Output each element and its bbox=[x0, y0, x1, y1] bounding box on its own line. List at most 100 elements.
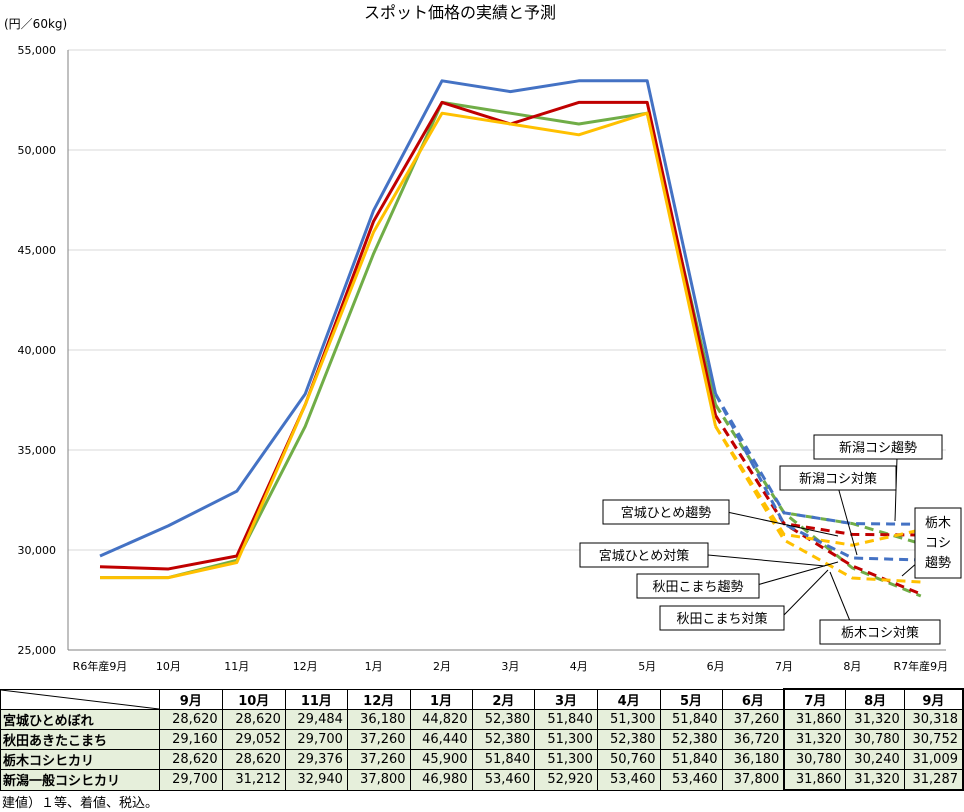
table-month-header: 1月 bbox=[409, 688, 473, 710]
table-cell: 36,180 bbox=[346, 709, 411, 730]
table-cell: 31,320 bbox=[845, 709, 905, 730]
y-unit-label: (円／60kg) bbox=[4, 17, 67, 31]
table-cell: 29,484 bbox=[284, 709, 348, 730]
table-month-header: 9月 bbox=[159, 688, 223, 710]
table-cell: 51,840 bbox=[659, 709, 723, 730]
table-cell: 46,980 bbox=[409, 769, 473, 791]
callout-text: コシ bbox=[925, 536, 951, 551]
series-line-3 bbox=[99, 79, 718, 558]
x-tick-label: 5月 bbox=[638, 660, 656, 673]
table-month-header: 7月 bbox=[783, 688, 847, 710]
table-cell: 51,300 bbox=[534, 729, 598, 750]
chart-title: スポット価格の実績と予測 bbox=[364, 3, 556, 22]
y-tick-labels: 25,000 30,000 35,000 40,000 45,000 50,000 55,0… bbox=[18, 44, 57, 657]
table-cell: 53,460 bbox=[596, 769, 661, 791]
x-tick-labels: R6年産9月 10月 11月 12月 1月 2月 3月 4月 5月 6月 7月 8月 R7年産9月 bbox=[73, 659, 948, 673]
table-month-header: 5月 bbox=[659, 688, 723, 710]
table-cell: 28,620 bbox=[159, 749, 223, 770]
table-month-header: 2月 bbox=[471, 688, 536, 710]
table-cell: 52,920 bbox=[534, 769, 598, 791]
price-chart: スポット価格の実績と予測 (円／60kg) 25,000 30,000 35,000… bbox=[4, 3, 962, 673]
callout-text: 秋田こまち対策 bbox=[676, 611, 767, 627]
callout-leader bbox=[726, 511, 839, 537]
table-month-header: 9月 bbox=[903, 688, 964, 710]
forecast-line-6 bbox=[714, 393, 921, 526]
callout-label: 宮城ひとめ趨勢 bbox=[602, 499, 730, 525]
table-body: 宮城ひとめぼれ 28,620 28,620 29,484 36,180 44,820 52,… bbox=[0, 709, 964, 791]
callout-box bbox=[602, 499, 730, 525]
callout-leaders bbox=[707, 457, 919, 622]
table-cell: 37,800 bbox=[346, 769, 411, 791]
x-tick-label: 7月 bbox=[775, 660, 793, 673]
x-tick-label: 3月 bbox=[501, 660, 519, 673]
table-cell: 52,380 bbox=[471, 729, 536, 750]
table-cell: 30,780 bbox=[845, 729, 905, 750]
table-month-header: 12月 bbox=[346, 688, 411, 710]
grid bbox=[67, 49, 946, 651]
table-cell: 30,240 bbox=[845, 749, 905, 770]
table-row-label: 宮城ひとめぼれ bbox=[0, 709, 160, 730]
x-tick-label: 11月 bbox=[224, 660, 249, 673]
callout-box bbox=[914, 507, 962, 579]
table-cell: 30,752 bbox=[903, 729, 964, 750]
series-line-2 bbox=[100, 111, 718, 580]
table-month-header: 6月 bbox=[721, 688, 785, 710]
table-cell: 53,460 bbox=[471, 769, 536, 791]
table-cell: 46,440 bbox=[409, 729, 473, 750]
series-line-1 bbox=[99, 100, 718, 571]
callout-label: 栃木コシ対策 bbox=[819, 619, 941, 645]
table-row-label: 栃木コシヒカリ bbox=[0, 749, 160, 770]
table-cell: 45,900 bbox=[409, 749, 473, 770]
callout-text: 宮城ひとめ趨勢 bbox=[621, 505, 712, 521]
callout-leader bbox=[707, 554, 826, 567]
x-tick-label: 2月 bbox=[433, 660, 451, 673]
table-cell: 52,380 bbox=[659, 729, 723, 750]
data-table: 9月 10月 11月 12月 1月 2月 3月 4月 5月 6月 7月 8月 9月 宮城ひとめぼれ 28,… bbox=[0, 688, 964, 791]
callout-text: 栃木コシ対策 bbox=[841, 625, 919, 641]
table-cell: 37,260 bbox=[346, 729, 411, 750]
y-tick-label: 30,000 bbox=[18, 544, 57, 557]
table-row-label: 新潟一般コシヒカリ bbox=[0, 769, 160, 791]
y-tick-label: 45,000 bbox=[18, 244, 57, 257]
callout-box bbox=[636, 573, 760, 599]
table-cell: 29,160 bbox=[159, 729, 223, 750]
table-month-header: 4月 bbox=[596, 688, 661, 710]
callout-leader bbox=[829, 571, 851, 622]
callout-box bbox=[659, 605, 785, 631]
table-month-header: 11月 bbox=[284, 688, 348, 710]
table-cell: 31,287 bbox=[903, 769, 964, 791]
callout-text: 新潟コシ趨勢 bbox=[839, 440, 917, 456]
x-tick-label: 4月 bbox=[570, 660, 588, 673]
x-tick-label: 8月 bbox=[843, 660, 861, 673]
table-cell: 51,300 bbox=[596, 709, 661, 730]
table-cell: 31,860 bbox=[783, 709, 847, 730]
callout-text: 栃木 bbox=[925, 516, 951, 531]
table-cell: 28,620 bbox=[221, 709, 286, 730]
callout-leader bbox=[783, 569, 829, 616]
table-cell: 36,180 bbox=[721, 749, 785, 770]
x-tick-label: 6月 bbox=[707, 660, 725, 673]
table-month-header: 3月 bbox=[534, 688, 598, 710]
callout-text: 新潟コシ対策 bbox=[799, 471, 877, 487]
x-tick-label: R7年産9月 bbox=[893, 659, 948, 673]
table-cell: 28,620 bbox=[221, 749, 286, 770]
forecast-line-5 bbox=[714, 425, 921, 584]
callout-box bbox=[779, 465, 897, 491]
table-cell: 37,260 bbox=[346, 749, 411, 770]
table-header-row: 9月 10月 11月 12月 1月 2月 3月 4月 5月 6月 7月 8月 9月 bbox=[0, 688, 964, 710]
table-row: 秋田あきたこまち 29,160 29,052 29,700 37,260 46,440 52… bbox=[0, 729, 964, 750]
table-cell: 28,620 bbox=[159, 709, 223, 730]
table-row: 宮城ひとめぼれ 28,620 28,620 29,484 36,180 44,820 52,… bbox=[0, 709, 964, 730]
series-lines bbox=[99, 79, 718, 580]
table-cell: 52,380 bbox=[471, 709, 536, 730]
callout-text: 宮城ひとめ対策 bbox=[599, 548, 690, 564]
callout-leader bbox=[837, 486, 858, 556]
callouts: 新潟コシ趨勢新潟コシ対策宮城ひとめ趨勢宮城ひとめ対策秋田こまち趨勢秋田こまち対策… bbox=[579, 434, 962, 645]
callout-text: 秋田こまち趨勢 bbox=[652, 580, 743, 595]
table-cell: 51,840 bbox=[534, 709, 598, 730]
table-cell: 44,820 bbox=[409, 709, 473, 730]
table-cell: 29,376 bbox=[284, 749, 348, 770]
table-cell: 29,052 bbox=[221, 729, 286, 750]
table-cell: 51,840 bbox=[471, 749, 536, 770]
callout-box bbox=[579, 542, 709, 568]
